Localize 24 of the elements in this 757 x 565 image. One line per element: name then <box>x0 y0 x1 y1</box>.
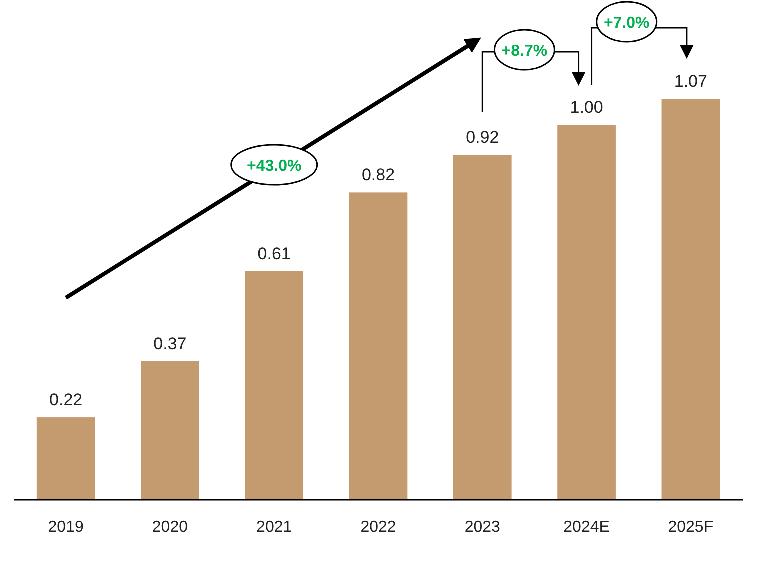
data-label: 0.61 <box>258 244 291 264</box>
x-tick-label: 2023 <box>464 519 501 536</box>
x-tick-label: 2024E <box>564 519 610 536</box>
bar <box>558 125 616 500</box>
annotation: +43.0% <box>247 158 302 175</box>
data-label: 0.92 <box>466 128 500 148</box>
bar <box>36 418 96 500</box>
data-label: 0.22 <box>50 390 83 410</box>
bar <box>662 99 720 500</box>
bar <box>349 192 408 500</box>
data-label: 1.07 <box>674 72 708 91</box>
x-tick-label: 2021 <box>256 519 292 536</box>
x-tick-label: 2020 <box>152 519 188 536</box>
x-tick-label: 2022 <box>360 519 396 536</box>
data-label: 0.82 <box>362 166 396 185</box>
x-tick-label: 2019 <box>48 519 84 536</box>
x-tick-label: 2025F <box>668 519 714 536</box>
bar <box>245 271 304 500</box>
text: +8.7% <box>502 43 548 60</box>
bar <box>453 155 512 500</box>
text: +7.0% <box>604 15 650 32</box>
data-label: 1.00 <box>570 98 604 118</box>
bar <box>141 361 200 500</box>
data-label: 0.37 <box>154 334 187 354</box>
